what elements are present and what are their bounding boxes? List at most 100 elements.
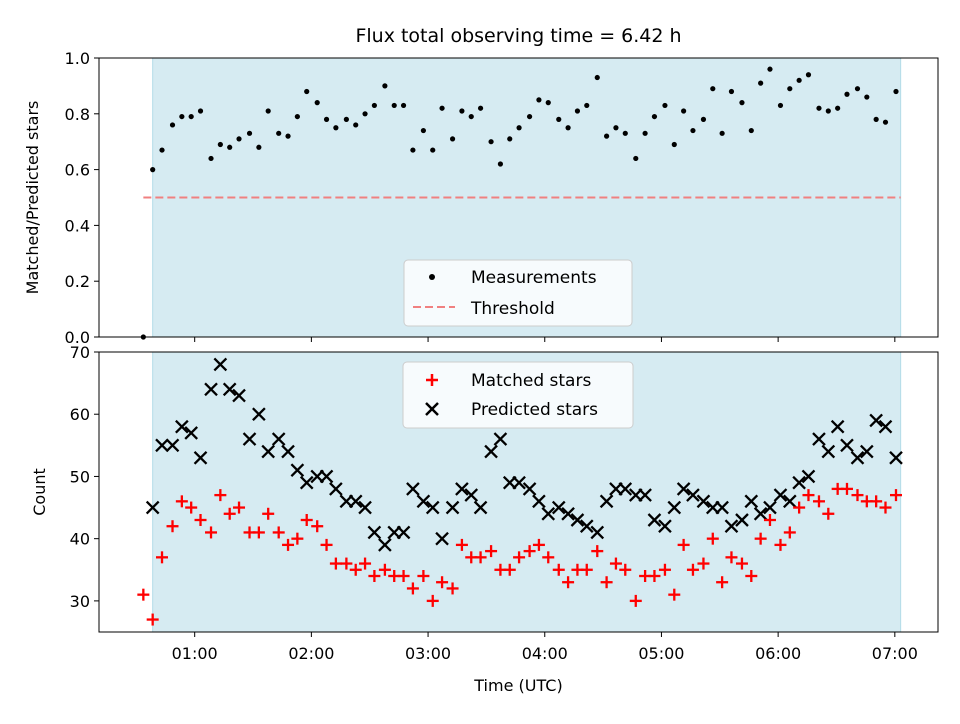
predicted-star-point	[281, 444, 295, 459]
predicted-star-point	[445, 500, 460, 515]
predicted-star-point	[541, 506, 556, 521]
matched-star-point	[485, 545, 498, 558]
predicted-stars-markers	[145, 357, 903, 552]
measurement-point	[816, 105, 822, 111]
bottom-legend-box	[402, 361, 634, 429]
matched-star-point	[879, 501, 892, 514]
matched-star-point	[648, 570, 661, 582]
matched-star-point	[436, 576, 449, 589]
matched-star-point	[368, 570, 381, 582]
matched-star-point	[523, 545, 536, 558]
legend-measurements-label: Measurements	[471, 268, 597, 288]
top-panel: 0.0 0.2 0.4 0.6 0.8 1.0 Flux total observing …	[23, 25, 939, 347]
measurement-point	[835, 105, 841, 111]
measurement-point	[671, 141, 677, 148]
predicted-star-point	[290, 463, 305, 478]
matched-star-point	[320, 538, 333, 551]
matched-star-point	[503, 563, 516, 576]
matched-star-point	[889, 489, 902, 502]
predicted-star-point	[435, 531, 449, 546]
measurement-point	[459, 108, 465, 114]
measurement-point	[179, 113, 185, 120]
predicted-star-point	[686, 488, 700, 502]
top-y-tick-label: 0.0	[65, 328, 90, 347]
measurement-point	[150, 167, 156, 173]
x-tick-label: 01:00	[172, 644, 218, 663]
matched-star-point	[793, 501, 806, 514]
top-y-tick-label: 0.4	[65, 216, 90, 235]
predicted-star-point	[213, 357, 228, 372]
matched-star-point	[609, 557, 622, 570]
predicted-star-point	[493, 432, 508, 446]
measurement-point	[285, 133, 291, 139]
matched-star-point	[214, 489, 227, 502]
matched-star-point	[542, 551, 555, 564]
top-legend-box	[403, 259, 633, 327]
predicted-star-point	[850, 450, 865, 465]
predicted-star-point	[860, 444, 874, 459]
predicted-star-point	[792, 475, 806, 490]
measurement-point	[439, 105, 445, 111]
measurement-point	[893, 88, 899, 95]
predicted-star-point	[763, 500, 777, 515]
measurement-point	[825, 108, 831, 114]
predicted-star-point	[821, 444, 836, 459]
matched-star-point	[300, 514, 313, 526]
matched-star-point	[802, 489, 815, 502]
matched-star-point	[175, 495, 188, 508]
predicted-star-point	[579, 519, 594, 534]
predicted-star-point	[869, 413, 883, 428]
measurement-point	[594, 74, 600, 81]
bottom-panel: 30 40 50 60 70 01:00 02:00 03:00 04:00 05:00 06:0…	[30, 343, 939, 695]
bottom-y-tick-label: 70	[70, 343, 90, 362]
top-legend: Measurements Threshold	[403, 259, 633, 327]
bottom-y-tick-label: 40	[70, 530, 90, 549]
matched-star-point	[591, 545, 604, 558]
measurement-point	[651, 113, 658, 120]
predicted-star-point	[878, 419, 893, 434]
measurement-point	[449, 136, 456, 142]
predicted-star-point	[271, 432, 286, 446]
chart-title: Flux total observing time = 6.42 h	[355, 25, 681, 47]
predicted-star-point	[590, 525, 605, 540]
measurement-point	[197, 108, 204, 114]
matched-star-point	[205, 526, 218, 539]
matched-star-point	[870, 495, 883, 508]
matched-star-point	[359, 557, 372, 570]
predicted-star-point	[647, 513, 662, 527]
matched-star-point	[783, 526, 796, 539]
predicted-star-point	[175, 419, 189, 434]
x-tick-label: 02:00	[288, 644, 334, 663]
measurement-point	[622, 130, 628, 136]
top-x-ticks	[194, 337, 896, 342]
measurement-point	[584, 102, 590, 109]
predicted-star-point	[512, 475, 526, 490]
bottom-axes-frame	[98, 351, 939, 633]
predicted-star-point	[561, 506, 575, 521]
measurement-point	[700, 116, 707, 122]
predicted-star-point	[753, 506, 768, 521]
matched-star-point	[774, 538, 787, 551]
predicted-star-point	[676, 482, 691, 496]
predicted-star-point	[773, 488, 788, 502]
matched-star-point	[677, 538, 690, 551]
matched-star-point	[822, 507, 835, 520]
predicted-star-point	[473, 500, 488, 515]
bottom-legend: Matched stars Predicted stars	[402, 361, 634, 429]
x-tick-label: 03:00	[405, 644, 451, 663]
measurement-point	[642, 130, 648, 136]
measurement-point	[507, 136, 513, 142]
top-y-tick-label: 1.0	[65, 49, 90, 68]
predicted-star-point	[658, 519, 672, 534]
measurement-point	[497, 161, 504, 167]
measurement-point	[864, 94, 870, 100]
measurement-point	[188, 113, 194, 120]
predicted-star-point	[348, 494, 363, 509]
matched-star-point	[474, 551, 487, 564]
predicted-star-point	[830, 419, 845, 434]
top-measurement-markers	[140, 66, 899, 340]
measurement-point	[565, 125, 571, 131]
measurement-point	[430, 147, 436, 153]
matched-star-point	[185, 501, 198, 514]
predicted-star-point	[232, 388, 246, 403]
